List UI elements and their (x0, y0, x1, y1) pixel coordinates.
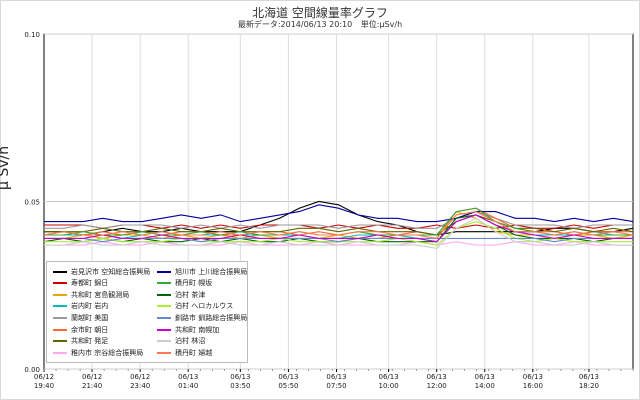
legend-label: 泊村 林沼 (175, 337, 206, 346)
x-tick-label-time: 05:50 (278, 382, 298, 390)
legend-item: 蘭越町 美国 (53, 312, 108, 323)
x-tick-label-time: 12:00 (427, 382, 447, 390)
legend-swatch (157, 340, 171, 343)
x-tick-label-time: 03:50 (230, 382, 250, 390)
legend-item: 岩内町 岩内 (53, 301, 108, 312)
legend-label: 蘭越町 美国 (71, 313, 109, 322)
legend-item: 積丹町 婦越 (157, 347, 212, 358)
series-line (44, 214, 633, 243)
legend-swatch (157, 328, 171, 331)
x-tick-label-date: 06/12 (82, 373, 102, 381)
y-tick-label: 0.00 (24, 366, 40, 374)
legend-item: 寿都町 錦日 (53, 278, 108, 289)
unit-label: 単位:μSv/h (360, 20, 403, 29)
legend-item: 稚内市 宗谷総合振興局 (53, 347, 143, 358)
legend-label: 泊村 茶津 (175, 290, 206, 299)
legend-item: 泊村 茶津 (157, 289, 205, 300)
legend-swatch (53, 316, 67, 319)
legend-swatch (53, 282, 67, 285)
x-tick-label-time: 16:00 (523, 382, 543, 390)
legend: 岩見沢市 空知総合振興局 寿都町 錦日共和町 宮島観測局 岩内町 岩内 蘭越町 美国余… (46, 261, 248, 363)
legend-swatch (157, 316, 171, 319)
x-tick-label-date: 06/13 (427, 373, 447, 381)
x-tick-label-date: 06/13 (475, 373, 495, 381)
y-tick-label: 0.05 (24, 199, 40, 207)
legend-swatch (157, 305, 171, 308)
legend-swatch (53, 351, 67, 354)
legend-swatch (53, 340, 67, 343)
legend-label: 泊村 ヘロカルウス (175, 302, 234, 311)
legend-label: 稚内市 宗谷総合振興局 (71, 348, 144, 357)
legend-swatch (53, 305, 67, 308)
legend-item: 泊村 ヘロカルウス (157, 301, 233, 312)
legend-label: 寿都町 錦日 (71, 279, 109, 288)
legend-swatch (53, 270, 67, 273)
series-line (44, 211, 633, 229)
chart-title: 北海道 空間線量率グラフ (252, 6, 388, 20)
x-tick-label-date: 06/13 (523, 373, 543, 381)
legend-label: 岩見沢市 空知総合振興局 (71, 267, 151, 276)
x-tick-label-date: 06/13 (278, 373, 298, 381)
x-tick-label-date: 06/13 (579, 373, 599, 381)
legend-label: 積丹町 婦越 (175, 348, 213, 357)
x-tick-label-time: 14:00 (475, 382, 495, 390)
series-line (43, 211, 634, 239)
x-tick-label-time: 10:00 (378, 382, 398, 390)
x-tick-label-time: 01:40 (178, 382, 198, 390)
series-line (44, 217, 633, 249)
x-tick-label-time: 19:40 (34, 382, 54, 390)
x-tick-label-date: 06/13 (178, 373, 198, 381)
chart-subtitle: 最新データ:2014/06/13 20:10 単位:μSv/h (0, 19, 640, 30)
legend-item: 泊村 林沼 (157, 336, 205, 347)
x-tick-label-date: 06/13 (326, 373, 346, 381)
x-tick-label-date: 06/13 (230, 373, 250, 381)
legend-label: 共和町 宮島観測局 (71, 290, 130, 299)
legend-label: 釧路市 釧路総合振興局 (175, 313, 248, 322)
legend-label: 旭川市 上川総合振興局 (175, 267, 248, 276)
x-tick-label-time: 23:40 (130, 382, 150, 390)
legend-item: 余市町 朝日 (53, 324, 108, 335)
legend-item: 岩見沢市 空知総合振興局 (53, 266, 150, 277)
y-tick-label: 0.10 (24, 31, 40, 39)
x-tick-label-time: 07:50 (326, 382, 346, 390)
legend-item: 共和町 宮島観測局 (53, 289, 129, 300)
legend-item: 共和町 発足 (53, 336, 108, 347)
legend-swatch (157, 270, 171, 273)
legend-swatch (157, 293, 171, 296)
x-tick-label-date: 06/12 (34, 373, 54, 381)
legend-item: 共和町 南幌加 (157, 324, 219, 335)
legend-item: 釧路市 釧路総合振興局 (157, 312, 247, 323)
x-tick-label-date: 06/13 (378, 373, 398, 381)
legend-label: 岩内町 岩内 (71, 302, 109, 311)
x-tick-label-date: 06/12 (130, 373, 150, 381)
legend-swatch (157, 282, 171, 285)
series-line (44, 204, 634, 223)
legend-swatch (157, 351, 171, 354)
legend-label: 共和町 発足 (71, 337, 109, 346)
legend-label: 余市町 朝日 (71, 325, 109, 334)
legend-item: 旭川市 上川総合振興局 (157, 266, 247, 277)
latest-data-timestamp: 最新データ:2014/06/13 20:10 (237, 20, 353, 29)
x-tick-label-time: 18:20 (579, 382, 599, 390)
legend-swatch (53, 293, 67, 296)
legend-swatch (53, 328, 67, 331)
legend-item: 積丹町 幌坂 (157, 278, 212, 289)
x-tick-label-time: 21:40 (82, 382, 102, 390)
legend-label: 共和町 南幌加 (175, 325, 220, 334)
legend-label: 積丹町 幌坂 (175, 279, 213, 288)
